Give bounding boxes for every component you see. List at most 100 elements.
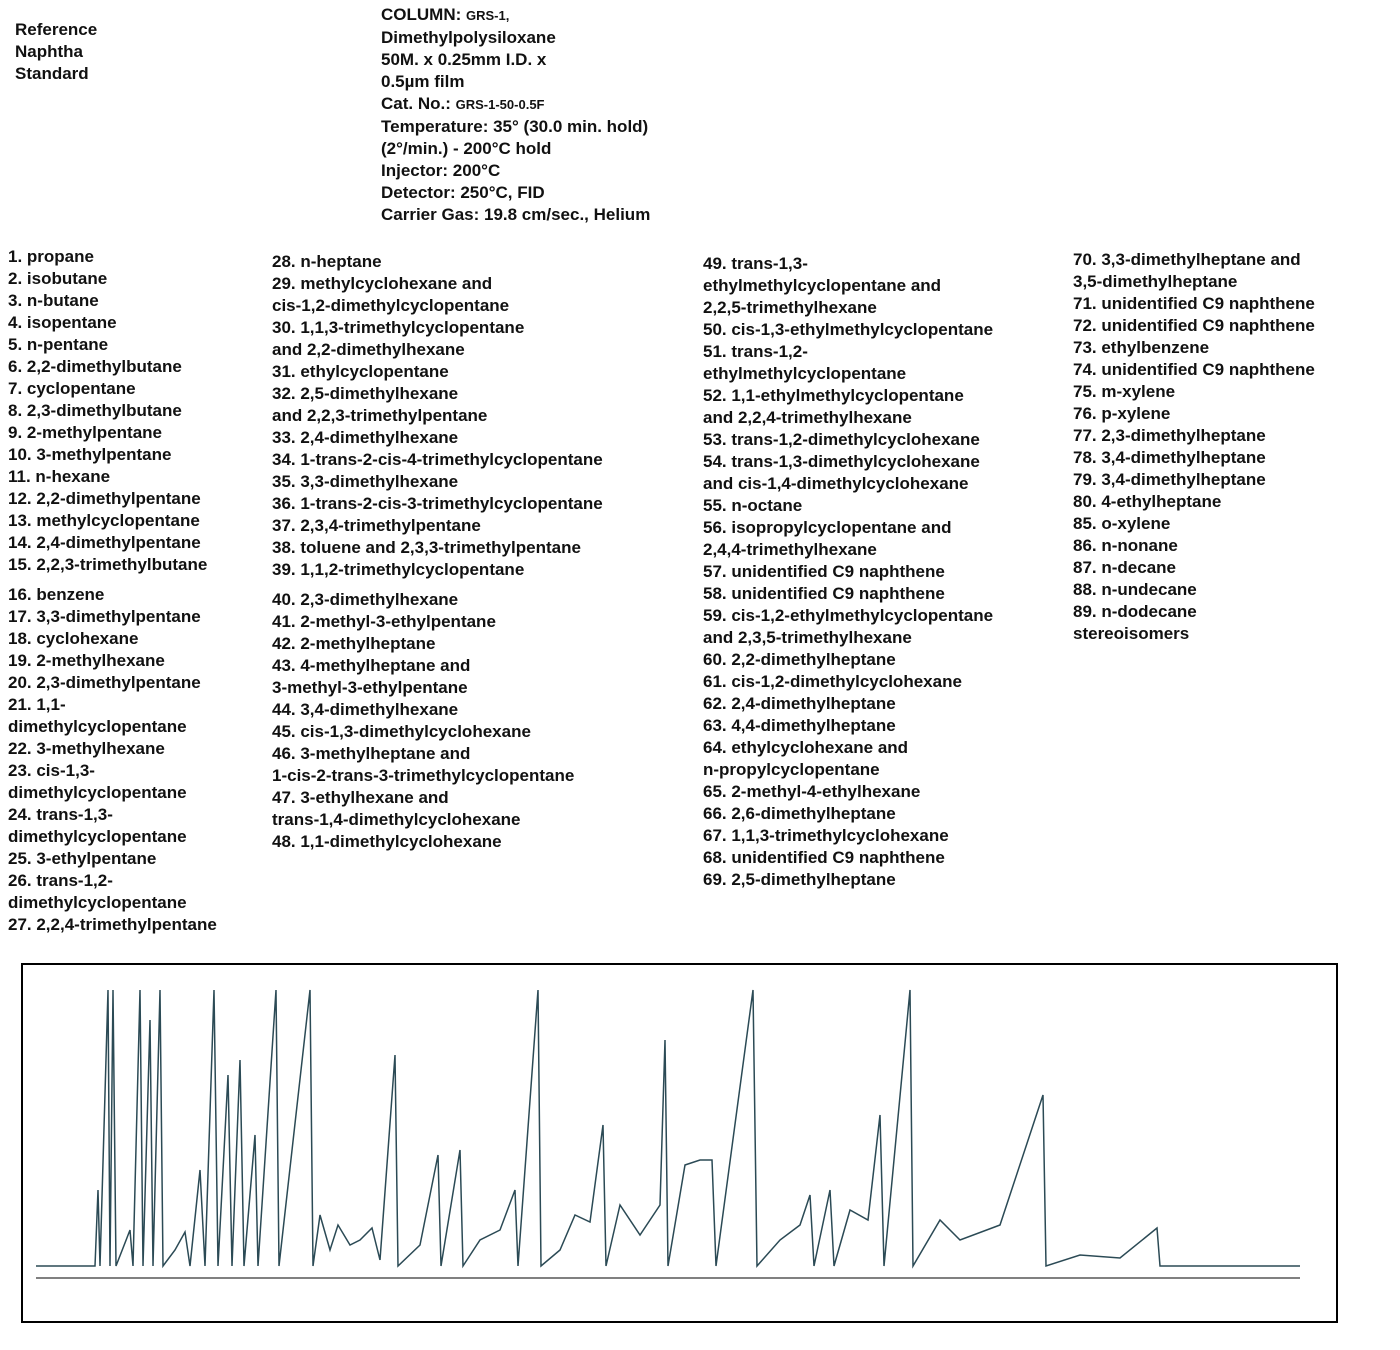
info-label: COLUMN: bbox=[381, 5, 462, 24]
compound-line: 42. 2-methylheptane bbox=[272, 634, 436, 653]
info-line: Carrier Gas: 19.8 cm/sec., Helium bbox=[381, 204, 650, 226]
compound-line: 23. cis-1,3- bbox=[8, 761, 95, 780]
compound-line: 55. n-octane bbox=[703, 496, 803, 515]
compound-line: 2. isobutane bbox=[8, 269, 108, 288]
compound-line: 33. 2,4-dimethylhexane bbox=[272, 428, 459, 447]
compound-line: 41. 2-methyl-3-ethylpentane bbox=[272, 612, 496, 631]
compound-line: 39. 1,1,2-trimethylcyclopentane bbox=[272, 560, 525, 579]
compound-line: 69. 2,5-dimethylheptane bbox=[703, 870, 896, 889]
compound-line: 51. trans-1,2- bbox=[703, 342, 808, 361]
compound-line: 24. trans-1,3- bbox=[8, 805, 113, 824]
compound-line: 52. 1,1-ethylmethylcyclopentane bbox=[703, 386, 964, 405]
compound-line: 21. 1,1- bbox=[8, 695, 66, 714]
compound-line: dimethylcyclopentane bbox=[8, 827, 187, 846]
compound-line: 45. cis-1,3-dimethylcyclohexane bbox=[272, 722, 531, 741]
compound-line: dimethylcyclopentane bbox=[8, 783, 187, 802]
compound-group: 70. 3,3-dimethylheptane and 3,5-dimethylh… bbox=[1073, 249, 1315, 645]
compound-line: 62. 2,4-dimethylheptane bbox=[703, 694, 896, 713]
compound-line: 29. methylcyclohexane and bbox=[272, 274, 493, 293]
compound-line: stereoisomers bbox=[1073, 624, 1190, 643]
compound-line: 32. 2,5-dimethylhexane bbox=[272, 384, 459, 403]
info-line: (2°/min.) - 200°C hold bbox=[381, 138, 650, 160]
compound-line: 2,4,4-trimethylhexane bbox=[703, 540, 877, 559]
compound-line: 2,2,5-trimethylhexane bbox=[703, 298, 877, 317]
info-label: (2°/min.) - 200°C hold bbox=[381, 139, 552, 158]
compound-line: and 2,2,3-trimethylpentane bbox=[272, 406, 488, 425]
compound-line: 50. cis-1,3-ethylmethylcyclopentane bbox=[703, 320, 994, 339]
info-line: Temperature: 35° (30.0 min. hold) bbox=[381, 116, 650, 138]
compound-line: dimethylcyclopentane bbox=[8, 893, 187, 912]
compound-line: 17. 3,3-dimethylpentane bbox=[8, 607, 201, 626]
compound-line: 73. ethylbenzene bbox=[1073, 338, 1210, 357]
compound-line: 72. unidentified C9 naphthene bbox=[1073, 316, 1315, 335]
info-label: 50M. x 0.25mm I.D. x bbox=[381, 50, 547, 69]
compound-line: 56. isopropylcyclopentane and bbox=[703, 518, 952, 537]
compound-line: 3,5-dimethylheptane bbox=[1073, 272, 1238, 291]
info-line: Cat. No.: GRS-1-50-0.5F bbox=[381, 93, 650, 116]
compound-line: 15. 2,2,3-trimethylbutane bbox=[8, 555, 208, 574]
compound-line: 18. cyclohexane bbox=[8, 629, 139, 648]
info-line: Detector: 250°C, FID bbox=[381, 182, 650, 204]
compound-line: and 2,2-dimethylhexane bbox=[272, 340, 465, 359]
info-label: Dimethylpolysiloxane bbox=[381, 28, 556, 47]
compound-line: cis-1,2-dimethylcyclopentane bbox=[272, 296, 510, 315]
compound-line: 67. 1,1,3-trimethylcyclohexane bbox=[703, 826, 949, 845]
compound-group: 1. propane 2. isobutane 3. n-butane 4. isop… bbox=[8, 246, 217, 576]
compound-group: 16. benzene 17. 3,3-dimethylpentane 18. cy… bbox=[8, 584, 217, 936]
compound-line: 22. 3-methylhexane bbox=[8, 739, 165, 758]
info-label: Cat. No.: bbox=[381, 94, 451, 113]
info-line: Dimethylpolysiloxane bbox=[381, 27, 650, 49]
compound-line: 28. n-heptane bbox=[272, 252, 382, 271]
compound-line: 1. propane bbox=[8, 247, 94, 266]
compound-line: 34. 1-trans-2-cis-4-trimethylcyclopentan… bbox=[272, 450, 603, 469]
compound-line: 11. n-hexane bbox=[8, 467, 111, 486]
compound-line: 3. n-butane bbox=[8, 291, 99, 310]
info-label: Temperature: 35° (30.0 min. hold) bbox=[381, 117, 649, 136]
title-line: Standard bbox=[15, 64, 89, 83]
compound-line: 37. 2,3,4-trimethylpentane bbox=[272, 516, 481, 535]
compound-line: 75. m-xylene bbox=[1073, 382, 1176, 401]
compound-column: 49. trans-1,3- ethylmethylcyclopentane an… bbox=[703, 253, 993, 891]
compound-line: 64. ethylcyclohexane and bbox=[703, 738, 909, 757]
compound-line: 68. unidentified C9 naphthene bbox=[703, 848, 945, 867]
compound-line: 88. n-undecane bbox=[1073, 580, 1197, 599]
standard-title: Reference Naphtha Standard bbox=[15, 19, 97, 85]
compound-line: 4. isopentane bbox=[8, 313, 117, 332]
compound-line: 40. 2,3-dimethylhexane bbox=[272, 590, 459, 609]
info-label: Carrier Gas: 19.8 cm/sec., Helium bbox=[381, 205, 651, 224]
compound-line: 44. 3,4-dimethylhexane bbox=[272, 700, 459, 719]
compound-line: 89. n-dodecane bbox=[1073, 602, 1197, 621]
compound-line: 85. o-xylene bbox=[1073, 514, 1171, 533]
compound-column: 1. propane 2. isobutane 3. n-butane 4. isop… bbox=[8, 246, 217, 936]
compound-line: 20. 2,3-dimethylpentane bbox=[8, 673, 201, 692]
info-label: 0.5µm film bbox=[381, 72, 465, 91]
info-line: Injector: 200°C bbox=[381, 160, 650, 182]
compound-line: 9. 2-methylpentane bbox=[8, 423, 162, 442]
compound-group: 40. 2,3-dimethylhexane 41. 2-methyl-3-eth… bbox=[272, 589, 603, 853]
compound-line: 49. trans-1,3- bbox=[703, 254, 808, 273]
compound-line: 38. toluene and 2,3,3-trimethylpentane bbox=[272, 538, 581, 557]
compound-line: 6. 2,2-dimethylbutane bbox=[8, 357, 182, 376]
compound-line: 30. 1,1,3-trimethylcyclopentane bbox=[272, 318, 525, 337]
title-line: Reference bbox=[15, 20, 98, 39]
compound-line: 59. cis-1,2-ethylmethylcyclopentane bbox=[703, 606, 994, 625]
compound-line: ethylmethylcyclopentane and bbox=[703, 276, 942, 295]
compound-line: 36. 1-trans-2-cis-3-trimethylcyclopentan… bbox=[272, 494, 603, 513]
column-info: COLUMN: GRS-1, Dimethylpolysiloxane 50M. x… bbox=[381, 4, 650, 226]
compound-line: 27. 2,2,4-trimethylpentane bbox=[8, 915, 217, 934]
compound-line: 66. 2,6-dimethylheptane bbox=[703, 804, 896, 823]
info-line: 50M. x 0.25mm I.D. x bbox=[381, 49, 650, 71]
compound-line: 5. n-pentane bbox=[8, 335, 109, 354]
title-line: Naphtha bbox=[15, 42, 83, 61]
compound-line: 35. 3,3-dimethylhexane bbox=[272, 472, 459, 491]
compound-line: dimethylcyclopentane bbox=[8, 717, 187, 736]
compound-line: 76. p-xylene bbox=[1073, 404, 1171, 423]
chromatogram-trace bbox=[36, 989, 1300, 1269]
compound-line: 70. 3,3-dimethylheptane and bbox=[1073, 250, 1301, 269]
compound-line: and 2,3,5-trimethylhexane bbox=[703, 628, 912, 647]
compound-line: 63. 4,4-dimethylheptane bbox=[703, 716, 896, 735]
compound-line: 78. 3,4-dimethylheptane bbox=[1073, 448, 1266, 467]
compound-line: 53. trans-1,2-dimethylcyclohexane bbox=[703, 430, 980, 449]
